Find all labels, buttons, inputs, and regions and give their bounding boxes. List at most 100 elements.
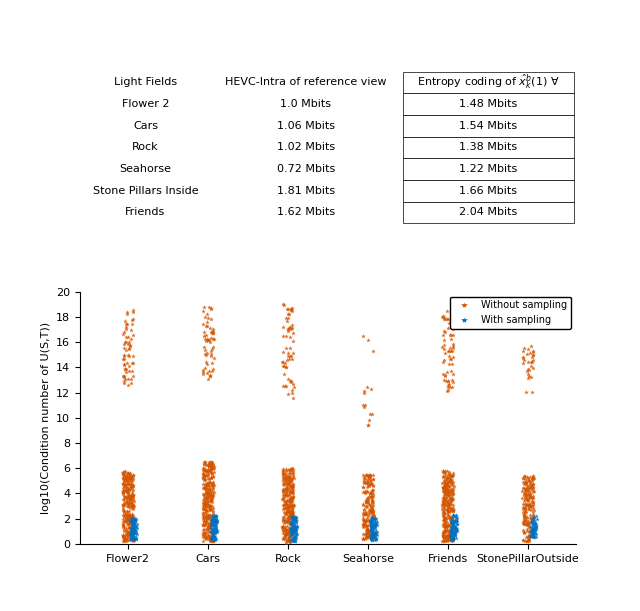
Point bbox=[360, 487, 370, 497]
Point bbox=[287, 536, 298, 546]
Point bbox=[365, 505, 375, 514]
Point bbox=[522, 367, 532, 376]
Point bbox=[284, 502, 294, 511]
Point bbox=[361, 496, 371, 506]
Point bbox=[209, 519, 219, 529]
Point bbox=[198, 510, 209, 520]
Point bbox=[281, 469, 291, 479]
Point bbox=[205, 502, 215, 512]
Point bbox=[125, 529, 136, 538]
Point bbox=[284, 507, 294, 516]
Point bbox=[129, 358, 139, 368]
Point bbox=[360, 509, 370, 519]
Point bbox=[284, 501, 294, 511]
Point bbox=[284, 309, 294, 318]
Point bbox=[442, 505, 452, 514]
Point bbox=[445, 496, 456, 505]
Point bbox=[441, 487, 451, 497]
Point bbox=[362, 524, 372, 534]
Point bbox=[283, 535, 293, 545]
Point bbox=[522, 500, 532, 510]
Point bbox=[362, 497, 372, 507]
Point bbox=[444, 532, 454, 541]
Point bbox=[526, 527, 536, 536]
Point bbox=[198, 503, 208, 513]
Point bbox=[123, 532, 133, 542]
Point bbox=[530, 521, 540, 531]
Point bbox=[287, 528, 297, 538]
Point bbox=[285, 481, 295, 491]
Point bbox=[288, 485, 298, 494]
Point bbox=[278, 500, 289, 510]
Point bbox=[527, 523, 538, 533]
Point bbox=[366, 529, 376, 539]
Point bbox=[198, 504, 209, 514]
Point bbox=[202, 313, 212, 323]
Point bbox=[280, 503, 290, 513]
Point bbox=[291, 530, 301, 540]
Point bbox=[127, 518, 137, 528]
Point bbox=[208, 515, 218, 525]
Point bbox=[202, 478, 212, 488]
Point bbox=[442, 472, 452, 482]
Point bbox=[127, 519, 138, 529]
Point bbox=[122, 530, 132, 540]
Point bbox=[124, 485, 134, 495]
Point bbox=[438, 515, 449, 525]
Point bbox=[522, 486, 532, 496]
Point bbox=[365, 525, 376, 535]
Point bbox=[207, 326, 218, 335]
Point bbox=[119, 359, 129, 368]
Point bbox=[439, 344, 449, 354]
Point bbox=[125, 524, 136, 533]
Point bbox=[278, 467, 288, 477]
Point bbox=[128, 525, 138, 535]
Point bbox=[439, 518, 449, 528]
Point bbox=[364, 509, 374, 519]
Point bbox=[440, 483, 450, 492]
Point bbox=[365, 470, 375, 480]
Point bbox=[443, 530, 453, 540]
Point bbox=[201, 525, 211, 535]
Point bbox=[118, 376, 129, 386]
Point bbox=[124, 514, 134, 524]
Point bbox=[204, 484, 214, 494]
Point bbox=[207, 328, 218, 338]
Point bbox=[284, 537, 294, 547]
Point bbox=[447, 487, 458, 497]
Point bbox=[366, 518, 376, 528]
Point bbox=[202, 335, 212, 345]
Point bbox=[443, 535, 453, 544]
Point bbox=[208, 342, 218, 352]
Point bbox=[366, 522, 376, 532]
Point bbox=[527, 527, 538, 536]
Point bbox=[127, 502, 138, 511]
Point bbox=[200, 312, 210, 322]
Point bbox=[128, 314, 138, 324]
Point bbox=[211, 511, 221, 521]
Point bbox=[205, 461, 215, 471]
Point bbox=[124, 473, 134, 483]
Point bbox=[444, 524, 454, 534]
Point bbox=[205, 467, 215, 477]
Point bbox=[128, 527, 138, 537]
Point bbox=[442, 486, 452, 496]
Point bbox=[124, 484, 134, 494]
Point bbox=[359, 476, 369, 486]
Point bbox=[281, 483, 291, 492]
Point bbox=[438, 502, 449, 512]
Point bbox=[523, 518, 533, 528]
Point bbox=[280, 534, 290, 544]
Point bbox=[211, 527, 221, 536]
Point bbox=[125, 525, 136, 535]
Point bbox=[209, 531, 220, 541]
Point bbox=[202, 489, 212, 499]
Point bbox=[119, 521, 129, 531]
Point bbox=[446, 533, 456, 543]
Point bbox=[131, 522, 141, 532]
Point bbox=[281, 362, 291, 371]
Point bbox=[128, 529, 138, 538]
Point bbox=[126, 513, 136, 523]
Point bbox=[284, 527, 294, 537]
Point bbox=[367, 528, 377, 538]
